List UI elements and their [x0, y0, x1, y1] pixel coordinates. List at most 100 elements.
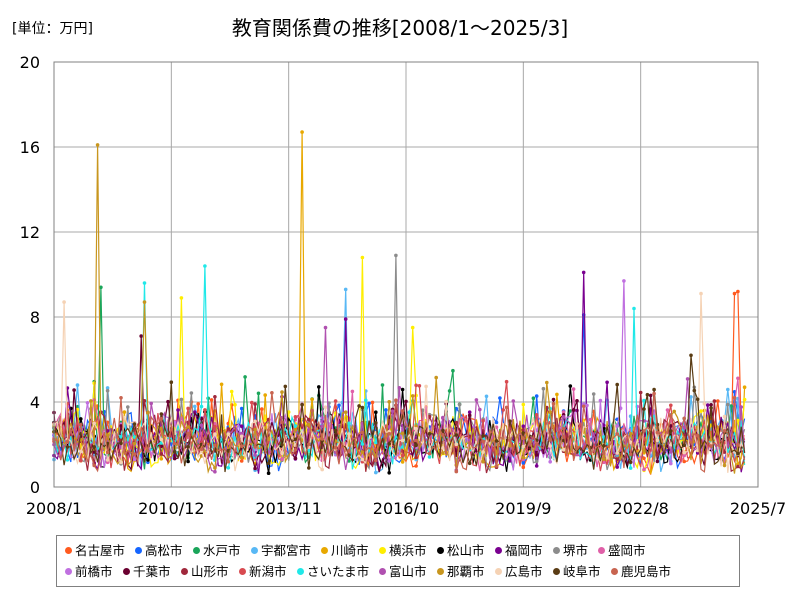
data-point [159, 437, 164, 442]
data-point [732, 395, 737, 400]
data-point [266, 471, 271, 476]
data-point [638, 390, 643, 395]
gridlines [54, 62, 758, 487]
legend-marker [495, 547, 502, 554]
data-point [561, 426, 566, 431]
data-point [602, 423, 606, 428]
data-point [571, 408, 576, 412]
data-point [736, 451, 740, 456]
data-point [226, 427, 231, 431]
data-point [199, 423, 204, 428]
data-point [534, 453, 539, 457]
data-point [270, 391, 274, 395]
data-point [736, 376, 740, 381]
data-point [722, 414, 727, 419]
data-point [159, 412, 164, 416]
data-point [179, 397, 184, 402]
data-point [682, 453, 686, 458]
data-point [142, 300, 147, 304]
data-point [427, 414, 432, 419]
data-point [494, 439, 499, 443]
data-point [280, 451, 284, 456]
data-point [360, 450, 365, 454]
data-point [189, 391, 194, 395]
data-point [494, 464, 499, 468]
data-point [716, 399, 720, 403]
data-point [712, 399, 717, 403]
data-point [685, 377, 690, 381]
data-point [474, 398, 479, 402]
data-point [414, 438, 418, 443]
data-point [397, 386, 402, 390]
data-point [119, 435, 123, 439]
data-point [575, 446, 579, 450]
data-point [642, 467, 646, 472]
data-point [615, 432, 619, 436]
data-point [521, 461, 526, 465]
data-point [250, 400, 254, 405]
data-point [159, 457, 164, 461]
data-point [481, 459, 485, 464]
data-point [286, 410, 291, 414]
data-point [427, 451, 432, 456]
data-point [410, 325, 415, 330]
x-tick-label: 2016/10 [373, 499, 439, 518]
data-point [669, 429, 673, 433]
data-point [146, 449, 150, 453]
data-point [186, 431, 190, 436]
y-tick-label: 12 [20, 223, 40, 242]
data-point [347, 448, 351, 453]
data-point [722, 463, 727, 468]
data-point [548, 444, 552, 448]
y-tick-label: 0 [30, 478, 40, 497]
data-point [310, 408, 314, 413]
data-point [534, 441, 539, 446]
data-point [119, 396, 123, 400]
data-point [239, 424, 244, 429]
data-point [521, 431, 526, 435]
data-point [394, 398, 398, 403]
data-point [394, 253, 398, 258]
data-point [293, 448, 298, 452]
data-point [176, 408, 180, 412]
data-point [427, 447, 432, 451]
legend-marker [251, 547, 258, 554]
data-point [307, 466, 311, 470]
data-point [323, 325, 328, 330]
data-point [642, 407, 646, 411]
data-point [709, 437, 713, 442]
data-point [531, 396, 536, 401]
data-point [142, 399, 147, 403]
legend-item: 名古屋市 [65, 543, 125, 559]
legend-item: 川崎市 [321, 543, 369, 559]
data-point [521, 424, 526, 429]
data-point [736, 464, 740, 469]
data-point [89, 399, 93, 403]
series-line [53, 355, 746, 473]
data-point [253, 427, 257, 432]
data-point [568, 384, 573, 388]
data-point [478, 407, 482, 412]
data-point [92, 445, 96, 449]
data-point [447, 389, 452, 393]
data-point [283, 384, 288, 389]
data-point [105, 458, 110, 462]
legend-label: 富山市 [389, 564, 427, 579]
data-point [317, 385, 321, 389]
data-point [454, 433, 459, 437]
data-point [266, 461, 271, 466]
data-point [689, 395, 693, 399]
data-point [591, 392, 596, 396]
data-point [454, 420, 459, 425]
data-point [307, 448, 311, 453]
data-point [521, 465, 526, 470]
data-point [417, 384, 422, 388]
data-point [119, 460, 123, 465]
data-point [484, 394, 489, 399]
legend-marker [297, 568, 304, 575]
data-point [665, 408, 670, 412]
data-point [705, 403, 710, 407]
data-point [79, 458, 83, 463]
chart-title: 教育関係費の推移[2008/1～2025/3] [231, 16, 569, 40]
data-point [441, 428, 445, 433]
